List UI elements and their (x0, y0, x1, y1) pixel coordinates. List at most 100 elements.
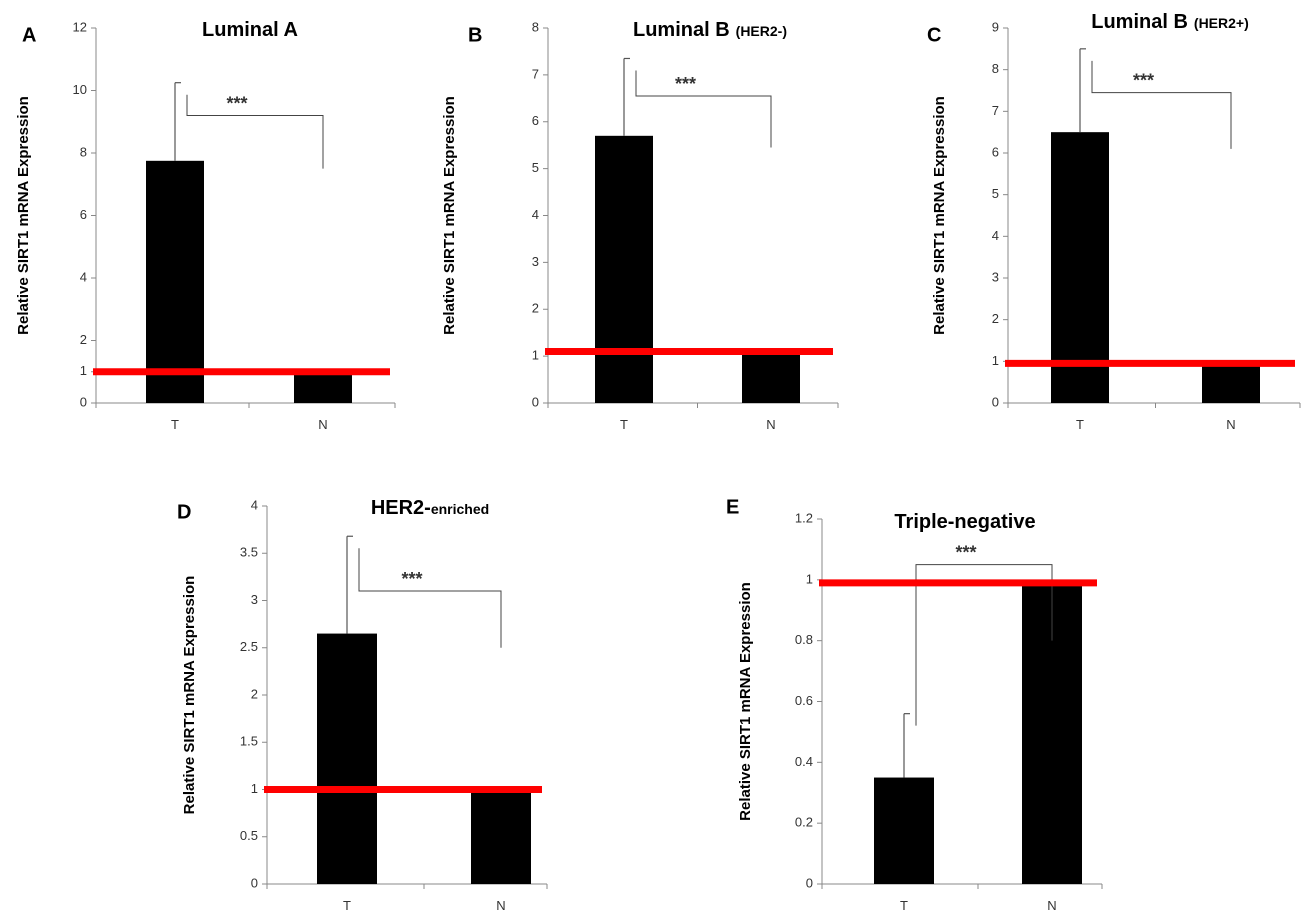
chart-title-main: Luminal A (202, 19, 298, 41)
y-tick-label: 2 (80, 332, 87, 347)
bar-n (294, 373, 352, 403)
chart-title-sub: (HER2-) (736, 23, 787, 39)
y-tick-label: 0 (251, 875, 258, 890)
y-tick-label: 5 (532, 160, 539, 175)
significance-bracket (358, 548, 502, 648)
y-tick-label: 6 (992, 144, 999, 159)
y-tick-label: 0.6 (795, 693, 813, 708)
y-tick-label: 0.2 (795, 815, 813, 830)
y-axis-label: Relative SIRT1 mRNA Expression (441, 96, 458, 335)
chart-title-main: Luminal B (1091, 11, 1188, 33)
y-tick-label: 7 (992, 103, 999, 118)
chart-title: Triple-negative (894, 511, 1035, 533)
x-tick-label: T (1076, 417, 1084, 432)
y-axis-label: Relative SIRT1 mRNA Expression (181, 576, 198, 815)
y-axis-label: Relative SIRT1 mRNA Expression (15, 96, 32, 335)
bar-t (595, 135, 653, 403)
y-tick-label: 0 (992, 394, 999, 409)
bar-n (742, 353, 800, 403)
y-tick-label: 1.2 (795, 510, 813, 525)
significance-bracket (915, 564, 1053, 726)
y-tick-label: 1 (992, 353, 999, 368)
panel-letter: A (22, 25, 36, 47)
significance-bracket (635, 70, 772, 148)
y-tick-label: 2 (532, 301, 539, 316)
y-tick-label: 9 (992, 19, 999, 34)
y-tick-label: 4 (251, 497, 258, 512)
y-tick-label: 8 (532, 19, 539, 34)
y-tick-label: 3 (992, 269, 999, 284)
y-tick-label: 8 (992, 61, 999, 76)
bar-t (1051, 132, 1109, 403)
y-tick-label: 4 (80, 269, 87, 284)
y-tick-label: 6 (532, 113, 539, 128)
y-tick-label: 0.5 (240, 828, 258, 843)
panel-a: A Luminal A Relative SIRT1 mRNA Expression… (15, 19, 396, 432)
y-tick-label: 10 (73, 82, 87, 97)
y-tick-label: 0 (806, 875, 813, 890)
y-tick-label: 4 (992, 228, 999, 243)
y-tick-label: 12 (73, 19, 87, 34)
significance-bracket (186, 94, 324, 169)
y-tick-label: 3 (251, 592, 258, 607)
y-tick-label: 0.4 (795, 754, 813, 769)
y-tick-label: 8 (80, 144, 87, 159)
y-tick-label: 1 (532, 348, 539, 363)
y-tick-label: 4 (532, 207, 539, 222)
significance-label: *** (955, 543, 976, 563)
y-tick-label: 1.5 (240, 734, 258, 749)
x-tick-label: T (900, 898, 908, 913)
bar-t (317, 633, 377, 884)
x-tick-label: N (766, 417, 775, 432)
panel-letter: E (726, 497, 739, 519)
x-tick-label: N (496, 898, 505, 913)
panel-c: C Luminal B (HER2+) Relative SIRT1 mRNA Exp… (927, 11, 1301, 432)
x-tick-label: T (171, 417, 179, 432)
x-tick-label: N (1047, 898, 1056, 913)
significance-label: *** (226, 94, 247, 114)
y-tick-label: 0 (80, 394, 87, 409)
y-tick-label: 1 (806, 571, 813, 586)
chart-title: Luminal B (HER2-) (633, 19, 787, 41)
chart-title-main: Luminal B (633, 19, 730, 41)
bar-n (471, 791, 531, 884)
x-tick-label: T (620, 417, 628, 432)
y-tick-label: 1 (80, 363, 87, 378)
significance-bracket (1091, 60, 1232, 149)
significance-label: *** (675, 74, 696, 94)
y-tick-label: 5 (992, 186, 999, 201)
chart-title-sub: (HER2+) (1194, 15, 1249, 31)
y-tick-label: 2 (251, 686, 258, 701)
y-tick-label: 7 (532, 66, 539, 81)
chart-title: Luminal B (HER2+) (1091, 11, 1249, 33)
chart-title-sub: enriched (431, 501, 489, 517)
y-tick-label: 3.5 (240, 545, 258, 560)
chart-title: HER2-enriched (371, 497, 489, 519)
bar-t (874, 777, 934, 884)
panel-letter: B (468, 25, 482, 47)
chart-title: Luminal A (202, 19, 298, 41)
chart-title-main: HER2- (371, 497, 431, 519)
panel-letter: D (177, 502, 191, 524)
significance-label: *** (401, 569, 422, 589)
bar-n (1202, 365, 1260, 403)
y-axis-label: Relative SIRT1 mRNA Expression (737, 582, 754, 821)
panel-b: B Luminal B (HER2-) Relative SIRT1 mRNA Exp… (441, 19, 839, 432)
significance-label: *** (1133, 71, 1154, 91)
y-tick-label: 2.5 (240, 639, 258, 654)
x-tick-label: N (318, 417, 327, 432)
y-tick-label: 1 (251, 781, 258, 796)
bar-t (146, 160, 204, 403)
chart-title-main: Triple-negative (894, 511, 1035, 533)
y-tick-label: 0.8 (795, 632, 813, 647)
panel-letter: C (927, 25, 941, 47)
x-tick-label: N (1226, 417, 1235, 432)
y-axis-label: Relative SIRT1 mRNA Expression (931, 96, 948, 335)
y-tick-label: 2 (992, 311, 999, 326)
x-tick-label: T (343, 898, 351, 913)
y-tick-label: 3 (532, 254, 539, 269)
panel-e: E Triple-negative Relative SIRT1 mRNA Expr… (726, 497, 1103, 913)
y-tick-label: 0 (532, 394, 539, 409)
panel-d: D HER2-enriched Relative SIRT1 mRNA Expres… (177, 497, 548, 913)
